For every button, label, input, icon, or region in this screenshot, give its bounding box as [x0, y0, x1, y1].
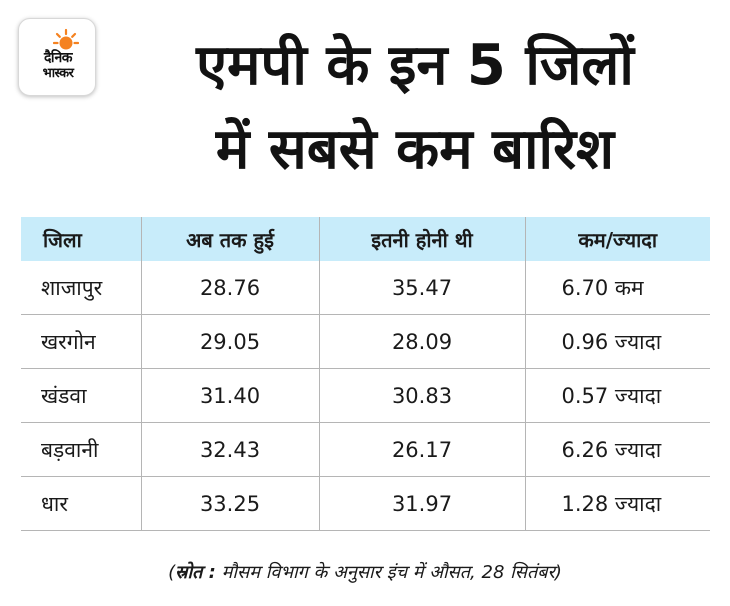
- district-cell: शाजापुर: [21, 261, 142, 315]
- received-cell: 32.43: [140, 422, 320, 477]
- column-header-expected: इतनी होनी थी: [318, 217, 526, 261]
- received-cell: 29.05: [140, 314, 320, 369]
- district-cell: खरगोन: [21, 314, 142, 369]
- difference-cell: 0.57 ज्यादा: [524, 368, 710, 423]
- received-cell: 31.40: [140, 368, 320, 423]
- source-note: (स्रोत : मौसम विभाग के अनुसार इंच में औस…: [0, 560, 730, 584]
- table-row: खरगोन 29.05 28.09 0.96 ज्यादा: [21, 314, 710, 369]
- received-cell: 28.76: [140, 261, 320, 315]
- table-row: बड़वानी 32.43 26.17 6.26 ज्यादा: [21, 422, 710, 477]
- sun-logo-icon: [53, 28, 79, 50]
- expected-cell: 31.97: [318, 476, 526, 531]
- headline-line1: एमपी के इन 5 जिलों: [196, 33, 634, 98]
- difference-cell: 1.28 ज्यादा: [524, 476, 710, 531]
- rainfall-table: जिला अब तक हुई इतनी होनी थी कम/ज्यादा शा…: [21, 217, 710, 531]
- column-header-received: अब तक हुई: [140, 217, 320, 261]
- dainik-bhaskar-logo: दैनिक भास्कर: [18, 18, 96, 96]
- logo-text-line2: भास्कर: [42, 66, 74, 81]
- difference-cell: 6.70 कम: [524, 261, 710, 315]
- district-cell: धार: [21, 476, 142, 531]
- expected-cell: 30.83: [318, 368, 526, 423]
- column-header-district: जिला: [21, 217, 142, 261]
- expected-cell: 28.09: [318, 314, 526, 369]
- source-text: मौसम विभाग के अनुसार इंच में औसत, 28 सित…: [215, 562, 555, 583]
- source-label: स्रोत :: [175, 562, 216, 583]
- district-cell: बड़वानी: [21, 422, 142, 477]
- source-open-paren: (: [168, 562, 176, 583]
- table-row: खंडवा 31.40 30.83 0.57 ज्यादा: [21, 368, 710, 423]
- table-row: शाजापुर 28.76 35.47 6.70 कम: [21, 261, 710, 315]
- logo-text-line1: दैनिक: [43, 50, 73, 66]
- column-header-difference: कम/ज्यादा: [524, 217, 710, 261]
- expected-cell: 26.17: [318, 422, 526, 477]
- received-cell: 33.25: [140, 476, 320, 531]
- table-row: धार 33.25 31.97 1.28 ज्यादा: [21, 476, 710, 531]
- district-cell: खंडवा: [21, 368, 142, 423]
- difference-cell: 6.26 ज्यादा: [524, 422, 710, 477]
- expected-cell: 35.47: [318, 261, 526, 315]
- difference-cell: 0.96 ज्यादा: [524, 314, 710, 369]
- source-close-paren: ): [554, 562, 562, 583]
- headline-line2: में सबसे कम बारिश: [215, 117, 615, 182]
- table-header: जिला अब तक हुई इतनी होनी थी कम/ज्यादा: [21, 217, 710, 261]
- table-header-row: जिला अब तक हुई इतनी होनी थी कम/ज्यादा: [21, 217, 710, 261]
- table-body: शाजापुर 28.76 35.47 6.70 कम खरगोन 29.05 …: [21, 261, 710, 531]
